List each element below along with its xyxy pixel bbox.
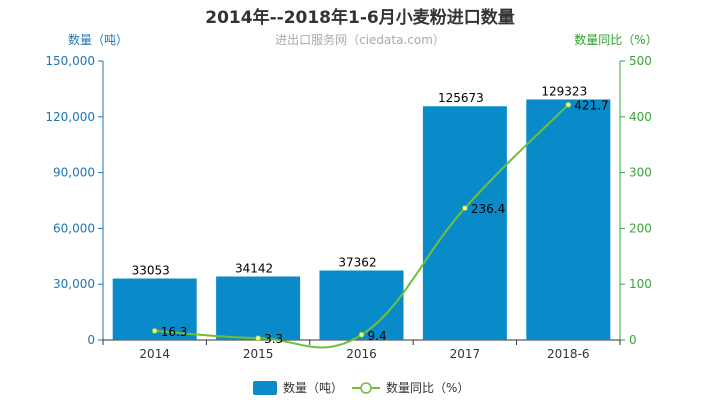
left-axis-tick-label: 120,000 — [45, 110, 95, 124]
legend-label-quantity: 数量（吨） — [283, 380, 343, 395]
yoy-value-label: 236.4 — [471, 202, 505, 216]
x-axis-tick-label: 2014 — [139, 347, 170, 361]
yoy-value-label: 421.7 — [574, 99, 608, 113]
left-axis-tick-label: 90,000 — [53, 166, 95, 180]
line-series: 16.3 3.3 9.4 236.4 421.7 — [151, 99, 609, 349]
x-axis-tick-label: 2017 — [450, 347, 481, 361]
yoy-value-label: 9.4 — [368, 329, 387, 343]
bar-swatch-icon — [253, 381, 277, 395]
yoy-point — [565, 101, 572, 108]
left-axis-title: 数量（吨） — [68, 32, 128, 47]
bar-value-label: 125673 — [438, 91, 484, 105]
right-axis-tick-label: 500 — [629, 54, 652, 68]
right-axis-tick-label: 400 — [629, 110, 652, 124]
bar-value-label: 37362 — [338, 256, 376, 270]
bar — [216, 276, 301, 340]
bar-value-label: 34142 — [235, 261, 273, 275]
right-axis-tick-label: 300 — [629, 166, 652, 180]
legend-label-yoy: 数量同比（%） — [386, 380, 469, 395]
yoy-value-label: 3.3 — [264, 332, 283, 346]
chart-subtitle: 进出口服务网（ciedata.com） — [275, 32, 445, 47]
chart-title: 2014年--2018年1-6月小麦粉进口数量 — [205, 7, 514, 28]
bar-series: 33053 34142 37362 125673 129323 — [112, 84, 611, 340]
x-axis: 2014 2015 2016 2017 2018-6 — [102, 339, 621, 361]
x-axis-tick-label: 2018-6 — [547, 347, 590, 361]
yoy-point — [358, 331, 365, 338]
yoy-point — [255, 335, 262, 342]
left-axis-tick-label: 60,000 — [53, 221, 95, 235]
right-axis: 0 100 200 300 400 500 — [619, 54, 652, 347]
yoy-point — [461, 205, 468, 212]
yoy-value-label: 16.3 — [161, 325, 188, 339]
bar-value-label: 33053 — [132, 264, 170, 278]
left-axis-tick-label: 150,000 — [45, 54, 95, 68]
x-axis-tick-label: 2016 — [346, 347, 377, 361]
right-axis-tick-label: 200 — [629, 221, 652, 235]
yoy-line — [154, 103, 570, 349]
bar — [526, 99, 611, 340]
line-marker-icon — [352, 382, 380, 394]
right-axis-tick-label: 0 — [629, 333, 637, 347]
bar — [422, 106, 507, 340]
right-axis-title: 数量同比（%） — [574, 32, 657, 47]
right-axis-tick-label: 100 — [629, 277, 652, 291]
bar — [319, 270, 404, 340]
left-axis-tick-label: 30,000 — [53, 277, 95, 291]
yoy-point — [151, 327, 158, 334]
x-axis-tick-label: 2015 — [243, 347, 274, 361]
left-axis-tick-label: 0 — [87, 333, 95, 347]
bar-value-label: 129323 — [541, 84, 587, 98]
legend: 数量（吨） 数量同比（%） — [253, 380, 469, 395]
left-axis: 0 30,000 60,000 90,000 120,000 150,000 — [45, 54, 104, 347]
